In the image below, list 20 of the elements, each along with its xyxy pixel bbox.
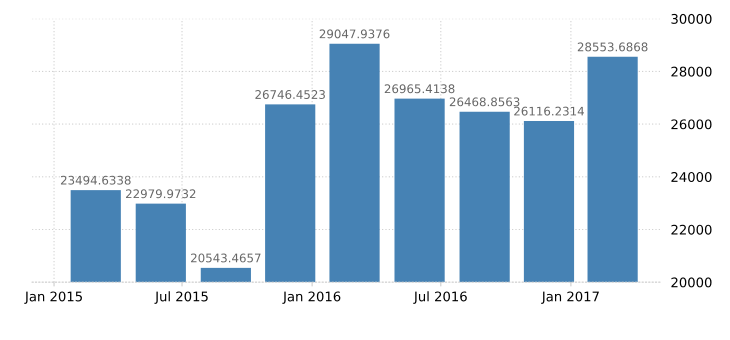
- x-tick-label: Jan 2017: [541, 291, 599, 304]
- y-tick-label: 30000: [671, 14, 712, 24]
- y-tick-label: 28000: [671, 66, 712, 77]
- data-label: 28553.6868: [578, 42, 648, 52]
- x-tick-label: Jul 2015: [154, 291, 208, 304]
- x-tick-label: Jan 2015: [24, 291, 82, 304]
- y-tick-label: 24000: [671, 172, 712, 182]
- y-tick-label: 26000: [671, 119, 712, 130]
- data-label: 29047.9376: [320, 29, 390, 38]
- data-label: 23494.6338: [60, 176, 131, 185]
- x-tick-label: Jul 2016: [413, 291, 467, 304]
- data-label: 26116.2314: [514, 106, 584, 116]
- y-tick-label: 22000: [671, 224, 712, 235]
- x-tick-label: Jan 2016: [282, 291, 340, 304]
- data-label: 20543.4657: [191, 254, 261, 262]
- data-label: 26965.4138: [384, 84, 454, 94]
- y-tick-label: 20000: [671, 277, 712, 288]
- data-label: 26468.8563: [450, 97, 520, 106]
- data-label: 22979.9732: [126, 189, 196, 198]
- data-label: 26746.4523: [255, 90, 325, 99]
